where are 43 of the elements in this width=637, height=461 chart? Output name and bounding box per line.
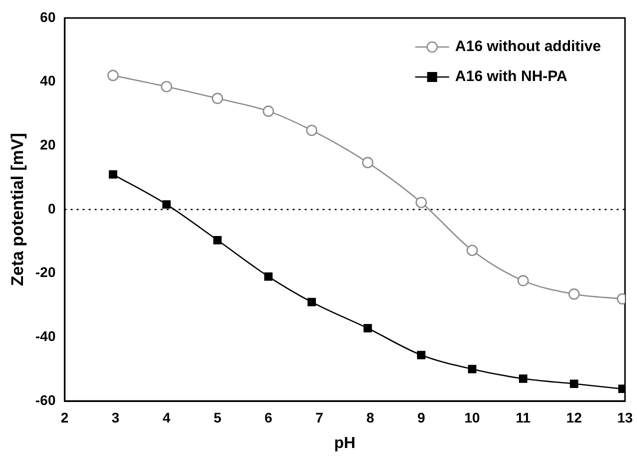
x-tick-label: 10 xyxy=(464,409,480,426)
point xyxy=(517,275,529,286)
y-tick-label: 20 xyxy=(40,136,56,153)
x-tick-label: 2 xyxy=(60,409,69,426)
y-tick-label: -20 xyxy=(35,264,56,280)
point xyxy=(212,92,224,104)
x-tick-label: 9 xyxy=(417,409,426,426)
point xyxy=(162,200,171,209)
y-tick-label: 40 xyxy=(40,72,56,89)
point xyxy=(262,106,274,117)
point xyxy=(362,156,374,168)
x-tick-label: 12 xyxy=(566,409,582,426)
legend-label: A16 without additive xyxy=(455,38,602,56)
point xyxy=(518,374,528,383)
point xyxy=(308,298,316,306)
x-tick-label: 7 xyxy=(315,409,324,426)
y-tick-label: -60 xyxy=(35,392,56,408)
point xyxy=(466,244,478,256)
x-tick-label: 6 xyxy=(264,409,273,426)
point xyxy=(416,196,427,208)
point xyxy=(417,350,426,360)
point xyxy=(108,170,118,179)
y-tick-label: -40 xyxy=(35,328,56,344)
y-tick-label: 0 xyxy=(48,200,56,216)
point xyxy=(570,380,578,388)
x-tick-label: 4 xyxy=(162,409,171,426)
point xyxy=(364,324,372,332)
point xyxy=(264,272,273,281)
x-axis-title: pH xyxy=(334,434,356,452)
x-tick-label: 8 xyxy=(366,409,374,426)
legend-label: A16 with NH-PA xyxy=(455,68,568,86)
point xyxy=(306,124,318,136)
y-axis-title: Zeta potential [mV] xyxy=(8,132,27,286)
point xyxy=(213,236,222,244)
point xyxy=(568,288,580,300)
x-tick-label: 13 xyxy=(617,409,633,426)
point xyxy=(160,80,172,92)
x-tick-label: 5 xyxy=(214,409,222,426)
x-tick-label: 11 xyxy=(516,409,531,426)
point xyxy=(107,70,119,82)
y-tick-label: 60 xyxy=(40,8,56,25)
x-tick-label: 3 xyxy=(112,409,120,426)
point xyxy=(468,364,476,374)
